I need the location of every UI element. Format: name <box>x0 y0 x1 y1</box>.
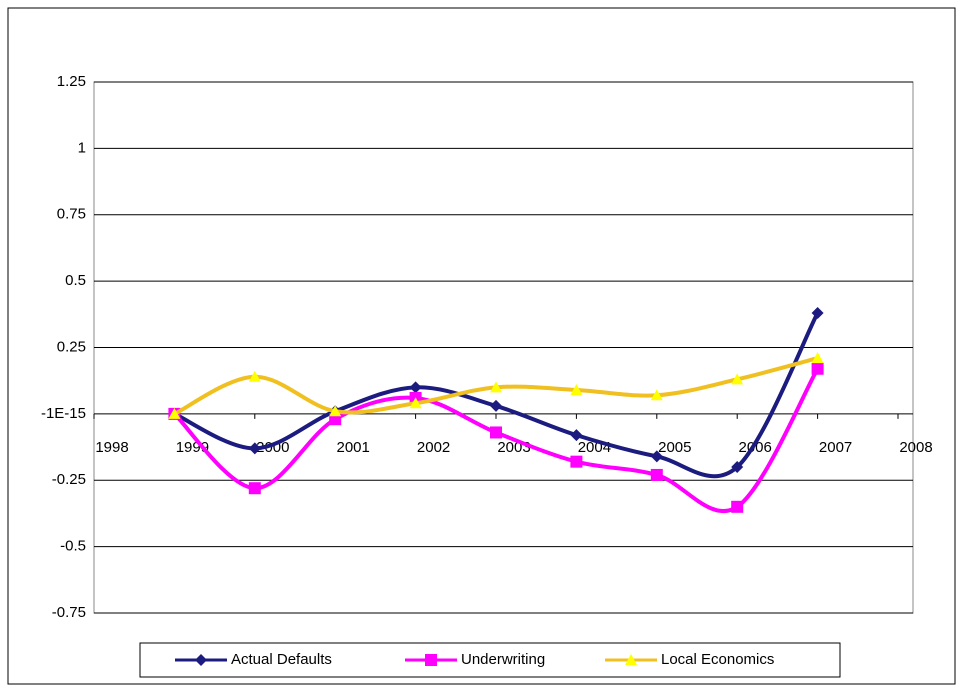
data-point <box>811 362 824 375</box>
x-tick-label: 2001 <box>337 439 370 456</box>
data-point <box>409 381 422 394</box>
data-point <box>650 389 663 401</box>
data-point <box>409 397 422 409</box>
y-tick-label: -0.5 <box>60 538 86 555</box>
data-point <box>731 460 744 473</box>
x-tick-label: 2007 <box>819 439 852 456</box>
legend-label: Local Economics <box>661 651 774 668</box>
y-tick-label: 1 <box>78 139 86 156</box>
data-point <box>248 482 261 495</box>
data-point <box>570 383 583 395</box>
x-tick-label: 2006 <box>739 439 772 456</box>
legend-label: Actual Defaults <box>231 651 332 668</box>
legend-marker <box>425 654 437 666</box>
data-point <box>490 426 502 439</box>
y-tick-label: 0.75 <box>57 206 86 223</box>
data-point <box>811 352 824 364</box>
y-tick-label: -0.25 <box>52 471 86 488</box>
x-tick-label: 2008 <box>899 439 932 456</box>
y-tick-label: -0.75 <box>52 604 86 621</box>
y-tick-label: 0.25 <box>57 338 86 355</box>
data-point <box>731 373 744 385</box>
y-tick-label: 0.5 <box>65 272 86 289</box>
legend-marker <box>625 654 637 665</box>
y-tick-label: 1.25 <box>57 73 86 90</box>
data-point <box>490 399 502 412</box>
data-point <box>811 306 824 319</box>
x-tick-label: 2005 <box>658 439 691 456</box>
data-point <box>248 442 261 455</box>
x-tick-label: 1998 <box>95 439 128 456</box>
data-point <box>168 407 181 419</box>
data-point <box>650 468 663 481</box>
data-point <box>570 429 583 442</box>
y-tick-label: -1E-15 <box>41 405 86 422</box>
legend-label: Underwriting <box>461 651 545 668</box>
data-point <box>490 381 502 393</box>
legend-box <box>139 642 841 678</box>
data-point <box>731 500 744 513</box>
data-point <box>570 455 583 468</box>
data-point <box>650 450 663 463</box>
x-tick-label: 2002 <box>417 439 450 456</box>
data-point <box>248 370 261 382</box>
data-point <box>329 405 342 417</box>
legend-marker <box>195 654 207 666</box>
